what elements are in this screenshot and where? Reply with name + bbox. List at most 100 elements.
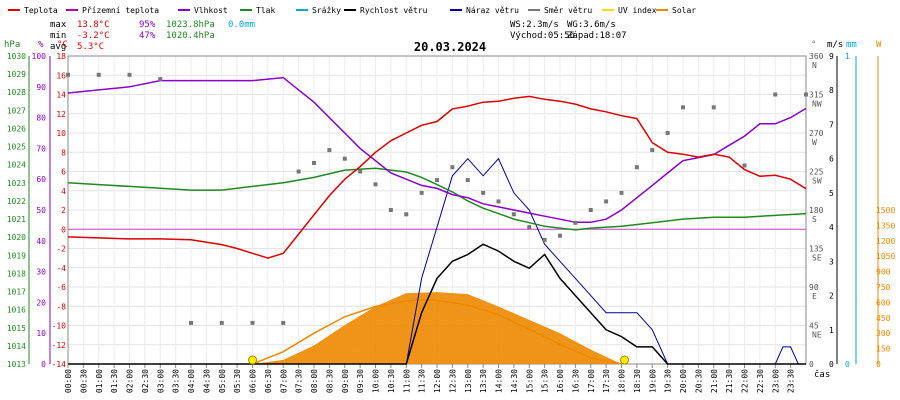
temp-tick-label: -2 xyxy=(56,245,66,254)
dir-compass-label: NW xyxy=(812,100,822,109)
wind-speed-line xyxy=(68,243,806,365)
x-tick-label: 06:30 xyxy=(264,369,273,393)
wind-dir-point xyxy=(481,190,486,195)
x-tick-label: 23:30 xyxy=(787,369,796,393)
x-tick-label: 03:00 xyxy=(156,369,165,393)
wind-dir-point xyxy=(435,178,439,183)
wind-dir-point xyxy=(742,163,747,168)
x-tick-label: 00:30 xyxy=(79,369,88,393)
dir-compass-label: N xyxy=(812,61,817,70)
wind-dir-point xyxy=(127,72,132,77)
wind-dir-point xyxy=(650,148,655,153)
dir-tick-label: 180 xyxy=(809,206,824,215)
x-tick-label: 19:00 xyxy=(648,369,657,393)
solar-tick-label: 0 xyxy=(876,360,881,369)
wind-dir-point xyxy=(711,105,716,110)
x-tick-label: 22:00 xyxy=(741,369,750,393)
wind-tick-label: 6 xyxy=(829,155,834,164)
hum-tick-label: 60 xyxy=(36,175,46,184)
temp-unit: °C xyxy=(57,40,68,50)
wind-dir-point xyxy=(450,165,455,170)
wind-unit: m/s xyxy=(827,40,843,50)
press-tick-label: 1021 xyxy=(7,215,26,224)
x-tick-label: 10:30 xyxy=(387,369,396,393)
stat-max-label: max xyxy=(50,20,67,30)
axis-unit-labels: hPa % °C ° m/s mm W čas xyxy=(4,40,882,380)
press-tick-label: 1014 xyxy=(7,342,26,351)
x-tick-label: 09:00 xyxy=(341,369,350,393)
press-tick-label: 1013 xyxy=(7,360,26,369)
stat-max-rain: 0.0mm xyxy=(228,20,255,30)
press-tick-label: 1027 xyxy=(7,106,26,115)
hum-tick-label: 40 xyxy=(36,237,46,246)
temp-tick-label: -10 xyxy=(52,322,67,331)
temp-tick-label: 16 xyxy=(56,71,66,80)
legend-label: Rychlost větru xyxy=(360,6,428,15)
press-unit: hPa xyxy=(4,40,20,50)
x-tick-label: 08:00 xyxy=(310,369,319,393)
x-tick-label: 07:30 xyxy=(295,369,304,393)
wind-tick-label: 5 xyxy=(829,189,834,198)
hum-tick-label: 90 xyxy=(36,83,46,92)
wind-dir-point xyxy=(312,160,316,165)
x-tick-label: 17:30 xyxy=(602,369,611,393)
dir-tick-label: 0 xyxy=(809,360,814,369)
rain-unit: mm xyxy=(846,40,857,50)
wind-dir-point xyxy=(419,190,424,195)
wind-dir-point xyxy=(588,208,593,212)
temp-tick-label: 12 xyxy=(56,110,66,119)
x-tick-label: 05:30 xyxy=(233,369,242,393)
dir-compass-label: S xyxy=(812,215,817,224)
x-tick-label: 11:00 xyxy=(402,369,411,393)
wind-tick-label: 3 xyxy=(829,257,834,266)
dir-compass-label: SE xyxy=(812,254,822,263)
x-tick-label: 02:30 xyxy=(141,369,150,393)
legend-label: Přízemní teplota xyxy=(82,6,159,15)
x-tick-label: 10:00 xyxy=(372,369,381,393)
wind-tick-label: 7 xyxy=(829,120,834,129)
x-tick-label: 05:00 xyxy=(218,369,227,393)
press-tick-label: 1025 xyxy=(7,143,26,152)
x-tick-label: 16:30 xyxy=(571,369,580,393)
wind-dir-point xyxy=(66,72,70,77)
solar-tick-label: 300 xyxy=(876,329,891,338)
wind-tick-label: 9 xyxy=(829,52,834,61)
rain-tick-label: 0 xyxy=(845,360,850,369)
x-tick-label: 14:00 xyxy=(495,369,504,393)
temp-tick-label: 2 xyxy=(61,206,66,215)
stat-avg-label: avg xyxy=(50,42,66,52)
wind-ws: WS:2.3m/s xyxy=(510,20,559,30)
x-tick-label: 00:00 xyxy=(64,369,73,393)
press-tick-label: 1015 xyxy=(7,324,26,333)
temp-tick-label: -6 xyxy=(56,283,66,292)
stat-min-hum: 47% xyxy=(139,31,156,41)
hum-tick-label: 20 xyxy=(36,298,46,307)
wind-dir-point xyxy=(542,237,547,242)
solar-tick-label: 1350 xyxy=(876,221,895,230)
wind-dir-point xyxy=(634,165,639,170)
wind-dir-point xyxy=(404,212,409,217)
x-tick-label: 20:00 xyxy=(679,369,688,393)
x-tick-label: 04:00 xyxy=(187,369,196,393)
dir-tick-label: 90 xyxy=(809,283,819,292)
wind-dir-point xyxy=(496,199,501,204)
press-tick-label: 1029 xyxy=(7,70,26,79)
temperature-line xyxy=(67,95,807,259)
wind-tick-label: 2 xyxy=(829,292,834,301)
wind-dir-point xyxy=(96,72,101,77)
temp-tick-label: -8 xyxy=(56,302,66,311)
x-tick-label: 01:30 xyxy=(110,369,119,393)
wind-gust-line xyxy=(68,157,806,365)
x-tick-label: 12:30 xyxy=(448,369,457,393)
hum-tick-label: 10 xyxy=(36,329,46,338)
x-tick-label: 01:00 xyxy=(95,369,104,393)
solar-tick-label: 150 xyxy=(876,345,891,354)
legend-label: Srážky xyxy=(312,6,341,15)
wind-dir-point xyxy=(804,92,808,97)
legend-label: Solar xyxy=(672,6,696,15)
stat-min-press: 1020.4hPa xyxy=(166,31,215,41)
sun-marker xyxy=(620,355,630,365)
stat-max-press: 1023.8hPa xyxy=(166,20,215,30)
temp-tick-label: 6 xyxy=(61,168,66,177)
